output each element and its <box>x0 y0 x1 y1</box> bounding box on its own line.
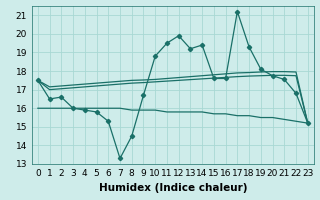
X-axis label: Humidex (Indice chaleur): Humidex (Indice chaleur) <box>99 183 247 193</box>
